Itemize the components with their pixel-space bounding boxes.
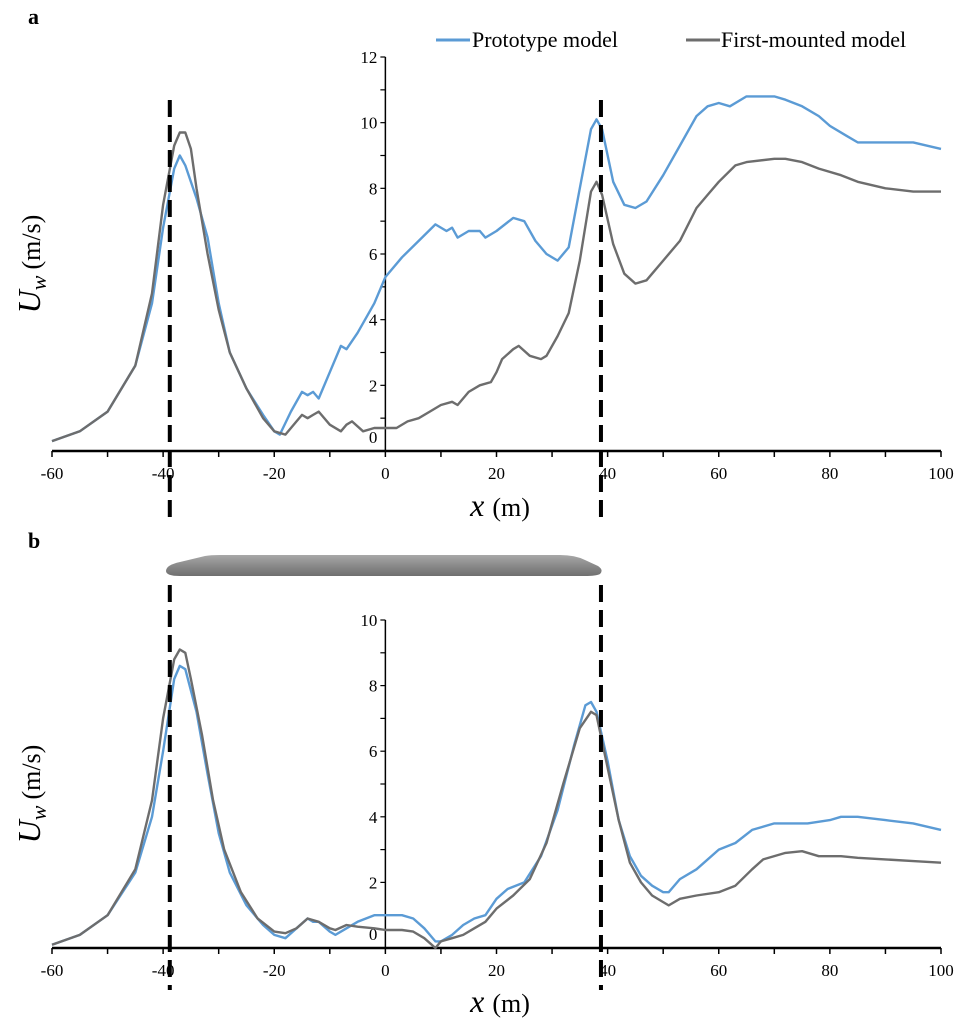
x-tick-label: 40: [599, 961, 616, 980]
x-tick-label: 40: [599, 464, 616, 483]
x-tick-label: 100: [928, 464, 954, 483]
y-tick-label: 4: [369, 808, 378, 827]
x-tick-label: -60: [41, 464, 64, 483]
y-tick-label: 2: [369, 376, 378, 395]
y-axis-title: Uw (m/s): [11, 215, 51, 314]
x-tick-label: -20: [263, 961, 286, 980]
panel-label: b: [28, 528, 40, 553]
x-axis-var: x: [469, 487, 484, 523]
x-axis-title: x (m): [469, 983, 530, 1019]
y-tick-label: 4: [369, 311, 378, 330]
x-tick-label: 20: [488, 464, 505, 483]
y-axis-unit: (m/s): [17, 215, 46, 270]
legend-label-prototype: Prototype model: [472, 27, 618, 52]
y-axis-var: U: [11, 288, 47, 313]
y-tick-label: 6: [369, 742, 378, 761]
x-axis-unit: (m): [492, 493, 530, 522]
series-line-first-mounted: [51, 131, 941, 443]
x-tick-label: 80: [821, 464, 838, 483]
y-tick-label: 8: [369, 677, 378, 696]
y-axis-subscript: w: [26, 805, 51, 820]
y-tick-label: 2: [369, 873, 378, 892]
x-tick-label: -60: [41, 961, 64, 980]
y-axis-subscript: w: [26, 275, 51, 290]
vehicle-silhouette: [166, 555, 602, 576]
vertical-markers: [167, 100, 603, 990]
y-tick-label: 12: [360, 48, 377, 67]
y-tick-label: 10: [360, 611, 377, 630]
x-tick-label: 60: [710, 464, 727, 483]
x-tick-label: 60: [710, 961, 727, 980]
legend-label-first-mounted: First-mounted model: [721, 27, 906, 52]
x-tick-label: 0: [381, 464, 390, 483]
x-tick-label: 100: [928, 961, 954, 980]
legend: Prototype model First-mounted model: [436, 27, 906, 52]
series-line-first-mounted: [51, 648, 942, 950]
y-axis-unit: (m/s): [17, 745, 46, 800]
y-axis-title: Uw (m/s): [11, 745, 51, 844]
y-axis-var: U: [11, 818, 47, 843]
y-tick-label: 0: [369, 428, 378, 447]
x-tick-label: 20: [488, 961, 505, 980]
x-tick-label: 0: [381, 961, 390, 980]
y-tick-label: 10: [360, 114, 377, 133]
y-tick-label: 6: [369, 245, 378, 264]
y-tick-label: 8: [369, 179, 378, 198]
y-tick-label: 0: [369, 925, 378, 944]
x-tick-label: -20: [263, 464, 286, 483]
x-axis-title: x (m): [469, 487, 530, 523]
series-line-prototype: [51, 664, 942, 946]
series-line-prototype: [51, 95, 942, 443]
panel-label: a: [28, 4, 39, 29]
x-axis-var: x: [469, 983, 484, 1019]
x-tick-label: 80: [821, 961, 838, 980]
x-axis-unit: (m): [492, 989, 530, 1018]
